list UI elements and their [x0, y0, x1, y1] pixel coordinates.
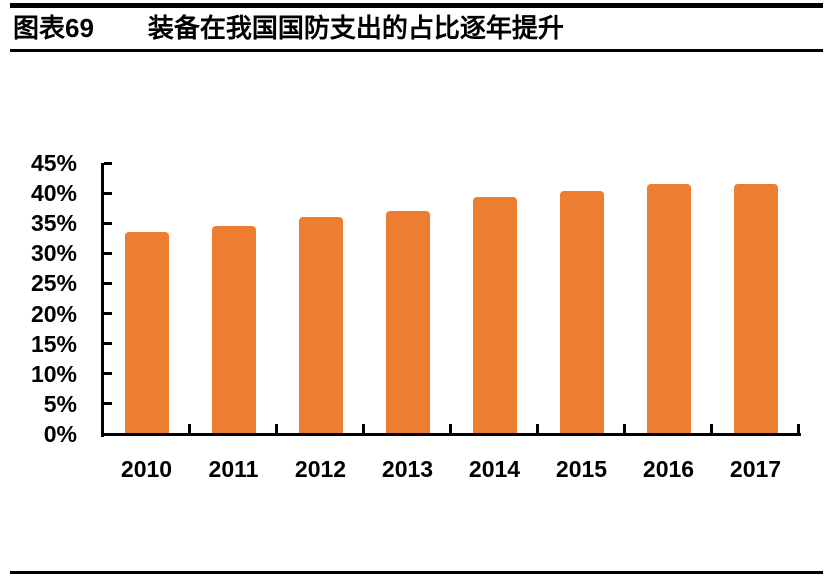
bar-2015 [559, 190, 604, 436]
y-axis-label-0%: 0% [43, 421, 77, 447]
top-divider [10, 3, 823, 8]
x-axis-label-2017: 2017 [729, 456, 782, 482]
y-tick-30% [104, 251, 112, 255]
bar-2013 [385, 211, 430, 436]
bar-2017 [733, 184, 778, 436]
y-tick-25% [104, 281, 112, 285]
x-axis-line [101, 433, 801, 436]
x-tick-1 [188, 424, 191, 433]
y-axis-label-10%: 10% [30, 360, 77, 387]
y-axis-label-15%: 15% [30, 330, 77, 357]
bar-2010 [124, 232, 169, 436]
y-axis-label-35%: 35% [30, 210, 77, 237]
bar-2016 [646, 184, 691, 436]
x-tick-5 [536, 424, 539, 433]
x-tick-8 [797, 424, 800, 433]
y-axis-label-30%: 30% [30, 240, 77, 267]
x-axis-label-2015: 2015 [555, 456, 608, 482]
x-axis-label-2014: 2014 [468, 456, 521, 482]
y-axis-line [101, 163, 104, 437]
y-tick-5% [104, 402, 112, 406]
y-axis-label-5%: 5% [43, 390, 77, 417]
x-tick-3 [362, 424, 365, 433]
y-axis-label-45%: 45% [30, 150, 77, 176]
figure-title-row: 图表69 装备在我国国防支出的占比逐年提升 [13, 13, 564, 43]
y-tick-10% [104, 372, 112, 376]
bar-2014 [472, 197, 517, 436]
x-axis-label-2016: 2016 [642, 456, 695, 482]
y-tick-0% [104, 432, 112, 436]
y-tick-40% [104, 191, 112, 195]
y-tick-20% [104, 312, 112, 316]
y-axis-label-40%: 40% [30, 180, 77, 207]
x-tick-6 [623, 424, 626, 433]
bottom-divider [10, 571, 823, 574]
y-axis-label-20%: 20% [30, 300, 77, 327]
bar-2011 [211, 225, 256, 436]
figure-title: 装备在我国国防支出的占比逐年提升 [147, 13, 564, 43]
y-tick-15% [104, 342, 112, 346]
y-tick-35% [104, 221, 112, 225]
x-axis-label-2011: 2011 [208, 456, 259, 482]
figure-label: 图表69 [13, 13, 94, 43]
title-underline-divider [10, 49, 823, 52]
x-axis-label-2010: 2010 [120, 456, 173, 482]
x-axis-label-2013: 2013 [381, 456, 434, 482]
y-tick-45% [104, 161, 112, 165]
x-tick-2 [275, 424, 278, 433]
x-tick-0 [101, 424, 104, 433]
x-axis-label-2012: 2012 [294, 456, 347, 482]
bar-2012 [298, 216, 343, 436]
x-tick-7 [710, 424, 713, 433]
x-tick-4 [449, 424, 452, 433]
y-axis-label-25%: 25% [30, 270, 77, 297]
